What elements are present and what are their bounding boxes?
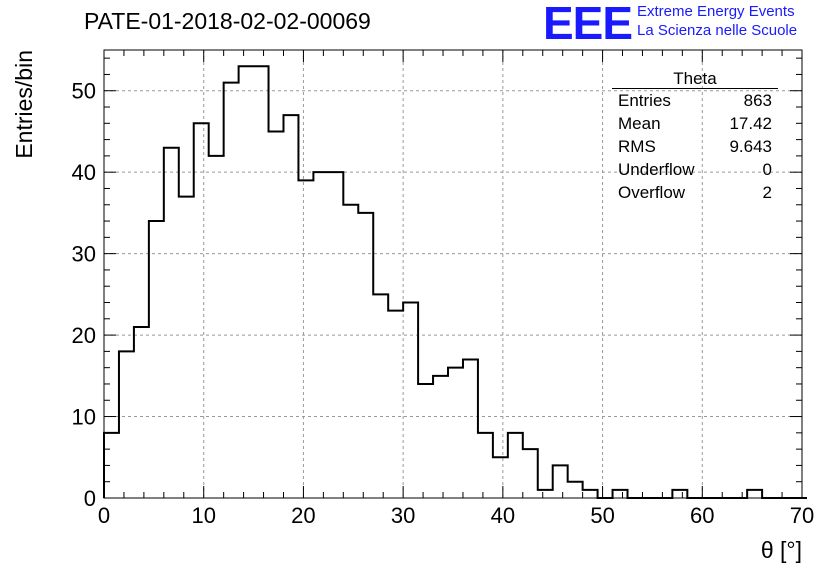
y-axis-title: Entries/bin	[11, 50, 37, 159]
stats-value: 17.42	[729, 114, 772, 133]
logo-caption-line2: La Scienza nelle Scuole	[637, 22, 798, 39]
y-tick-label: 20	[72, 323, 96, 348]
x-tick-label: 0	[98, 503, 110, 528]
histogram-bin	[254, 66, 269, 498]
histogram-bin	[239, 66, 254, 498]
histogram-bin	[463, 360, 478, 498]
stats-row-rms: RMS 9.643	[612, 135, 778, 158]
x-axis-title: θ [°]	[761, 537, 802, 563]
x-tick-label: 70	[790, 503, 814, 528]
stats-box: Theta Entries 863 Mean 17.42 RMS 9.643 Unde…	[612, 70, 778, 204]
histogram-bin	[298, 180, 313, 498]
y-tick-label: 0	[84, 486, 96, 511]
histogram-bin	[149, 221, 164, 498]
plot-frame	[103, 49, 803, 499]
histogram-bin	[613, 490, 628, 498]
x-tick-label: 50	[590, 503, 614, 528]
histogram-bin	[119, 351, 134, 498]
stats-label: Entries	[618, 91, 671, 110]
stats-label: Mean	[618, 114, 661, 133]
histogram-bin	[583, 490, 598, 498]
logo-caption-line1: Extreme Energy Events	[637, 3, 795, 20]
stats-row-mean: Mean 17.42	[612, 112, 778, 135]
y-tick-label: 40	[72, 160, 96, 185]
histogram-bin	[508, 433, 523, 498]
histogram-bin	[523, 449, 538, 498]
stats-label: Underflow	[618, 160, 695, 179]
stats-label: Overflow	[618, 183, 686, 202]
eee-logo: EEE	[543, 0, 633, 49]
stats-row-underflow: Underflow 0	[612, 158, 778, 181]
x-tick-label: 30	[391, 503, 415, 528]
y-tick-label: 50	[72, 79, 96, 104]
x-tick-label: 10	[191, 503, 215, 528]
histogram-bin	[343, 205, 358, 498]
x-tick-label: 20	[291, 503, 315, 528]
stats-value: 9.643	[729, 137, 772, 156]
histogram-bin	[672, 490, 687, 498]
histogram-bin	[493, 457, 508, 498]
y-tick-label: 30	[72, 242, 96, 267]
stats-row-entries: Entries 863	[612, 89, 778, 112]
histogram-bin	[328, 172, 343, 498]
histogram-bin	[269, 131, 284, 498]
histogram-bin	[373, 294, 388, 498]
histogram-bin	[553, 465, 568, 498]
histogram-bin	[403, 303, 418, 498]
stats-label: RMS	[618, 137, 656, 156]
histogram-bin	[448, 368, 463, 498]
stats-value: 863	[743, 91, 772, 110]
histogram-bin	[568, 482, 583, 498]
x-tick-label: 60	[690, 503, 714, 528]
histogram-bin	[538, 490, 553, 498]
histogram-bin	[179, 197, 194, 498]
histogram-bin	[194, 123, 209, 498]
logo-caption: Extreme Energy Events La Scienza nelle S…	[637, 2, 797, 40]
stats-title: Theta	[612, 70, 778, 89]
histogram-bin	[164, 148, 179, 498]
histogram-bin	[747, 490, 762, 498]
histogram-bin	[209, 156, 224, 498]
run-title: PATE-01-2018-02-02-00069	[84, 8, 371, 34]
y-tick-label: 10	[72, 405, 96, 430]
stats-value: 0	[762, 160, 772, 179]
histogram-bin	[433, 376, 448, 498]
x-tick-label: 40	[491, 503, 515, 528]
stats-row-overflow: Overflow 2	[612, 181, 778, 204]
histogram-bin	[224, 83, 239, 498]
histogram-bin	[134, 327, 149, 498]
histogram-bin	[388, 311, 403, 498]
stats-value: 2	[762, 183, 772, 202]
histogram-bin	[478, 433, 493, 498]
histogram-bin	[358, 213, 373, 498]
histogram-bin	[418, 384, 433, 498]
